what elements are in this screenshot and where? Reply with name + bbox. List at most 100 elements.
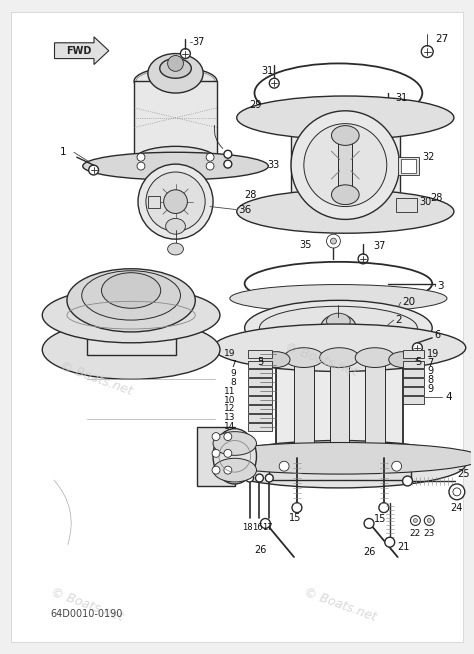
Ellipse shape (137, 153, 145, 161)
Text: 9: 9 (427, 384, 433, 394)
Ellipse shape (213, 458, 256, 482)
Text: 9: 9 (427, 366, 433, 377)
Ellipse shape (327, 234, 340, 248)
Text: 4: 4 (445, 392, 452, 402)
Ellipse shape (412, 343, 422, 353)
Ellipse shape (137, 162, 145, 170)
Bar (276, 453, 402, 471)
Bar (402, 387, 424, 395)
Text: 26: 26 (255, 545, 267, 555)
Bar (329, 358, 349, 456)
Ellipse shape (237, 96, 454, 139)
Bar (402, 378, 424, 387)
Bar (402, 350, 424, 358)
Ellipse shape (134, 67, 217, 95)
Ellipse shape (206, 153, 214, 161)
Text: 16: 16 (252, 523, 263, 532)
Text: 36: 36 (238, 205, 251, 215)
Text: 28: 28 (430, 193, 443, 203)
Text: 15: 15 (289, 513, 301, 523)
Ellipse shape (213, 441, 466, 488)
Text: 6: 6 (434, 330, 440, 340)
Text: 19: 19 (427, 349, 439, 358)
Text: 8: 8 (427, 375, 433, 385)
Ellipse shape (355, 447, 395, 466)
Text: 35: 35 (299, 240, 311, 250)
Bar (284, 298, 392, 318)
Bar (291, 118, 400, 211)
Ellipse shape (246, 474, 254, 482)
Text: © Boats.net: © Boats.net (283, 340, 359, 379)
Ellipse shape (212, 433, 220, 441)
Ellipse shape (101, 273, 161, 308)
Bar (402, 396, 424, 404)
Ellipse shape (67, 269, 195, 332)
Ellipse shape (224, 433, 232, 441)
Text: 15: 15 (374, 515, 386, 525)
Bar (148, 196, 160, 207)
Ellipse shape (392, 461, 401, 471)
Text: 31: 31 (262, 66, 273, 77)
Ellipse shape (245, 300, 432, 356)
Bar (62, 39, 235, 300)
Ellipse shape (330, 238, 337, 244)
Bar (402, 370, 424, 377)
Text: 18: 18 (242, 523, 253, 532)
Text: 7: 7 (427, 358, 434, 368)
Ellipse shape (213, 432, 256, 455)
Text: 8: 8 (230, 378, 236, 387)
Ellipse shape (402, 476, 412, 486)
Bar (401, 159, 416, 173)
Text: © Boats.net: © Boats.net (49, 585, 125, 624)
Polygon shape (30, 350, 235, 626)
Text: 12: 12 (224, 404, 236, 413)
Ellipse shape (136, 69, 215, 93)
Text: 26: 26 (363, 547, 375, 557)
Text: 23: 23 (424, 529, 435, 538)
Text: 21: 21 (398, 542, 410, 552)
Text: 30: 30 (419, 197, 432, 207)
Bar (396, 198, 418, 211)
Ellipse shape (421, 46, 433, 58)
Ellipse shape (379, 304, 387, 312)
Ellipse shape (300, 304, 308, 312)
Text: 33: 33 (267, 160, 280, 170)
Ellipse shape (224, 449, 232, 457)
Ellipse shape (339, 304, 347, 312)
Ellipse shape (263, 352, 290, 368)
Bar (269, 112, 283, 123)
Bar (247, 396, 272, 404)
Bar (247, 405, 272, 413)
Ellipse shape (198, 443, 474, 474)
Text: 31: 31 (396, 93, 408, 103)
Bar (247, 387, 272, 395)
Ellipse shape (364, 519, 374, 528)
Ellipse shape (284, 348, 324, 368)
Text: © Boats.net: © Boats.net (301, 585, 378, 624)
Ellipse shape (358, 254, 368, 264)
Text: 27: 27 (435, 34, 448, 44)
Ellipse shape (146, 172, 205, 232)
Ellipse shape (260, 519, 270, 528)
Ellipse shape (453, 488, 461, 496)
Ellipse shape (212, 466, 220, 474)
Text: 5: 5 (415, 356, 422, 366)
Ellipse shape (427, 519, 431, 523)
Ellipse shape (134, 146, 217, 174)
Text: 5: 5 (257, 356, 264, 366)
Ellipse shape (83, 152, 268, 180)
Ellipse shape (449, 484, 465, 500)
Text: 29: 29 (250, 100, 262, 110)
Text: 7: 7 (230, 360, 236, 369)
Ellipse shape (255, 474, 264, 482)
Polygon shape (55, 37, 109, 65)
Text: 37: 37 (192, 37, 205, 46)
Ellipse shape (89, 165, 99, 175)
Ellipse shape (224, 150, 232, 158)
Bar (269, 458, 411, 480)
Text: 3: 3 (437, 281, 444, 290)
Bar (247, 422, 272, 430)
Ellipse shape (138, 164, 213, 239)
Bar (235, 338, 422, 491)
Ellipse shape (168, 243, 183, 255)
